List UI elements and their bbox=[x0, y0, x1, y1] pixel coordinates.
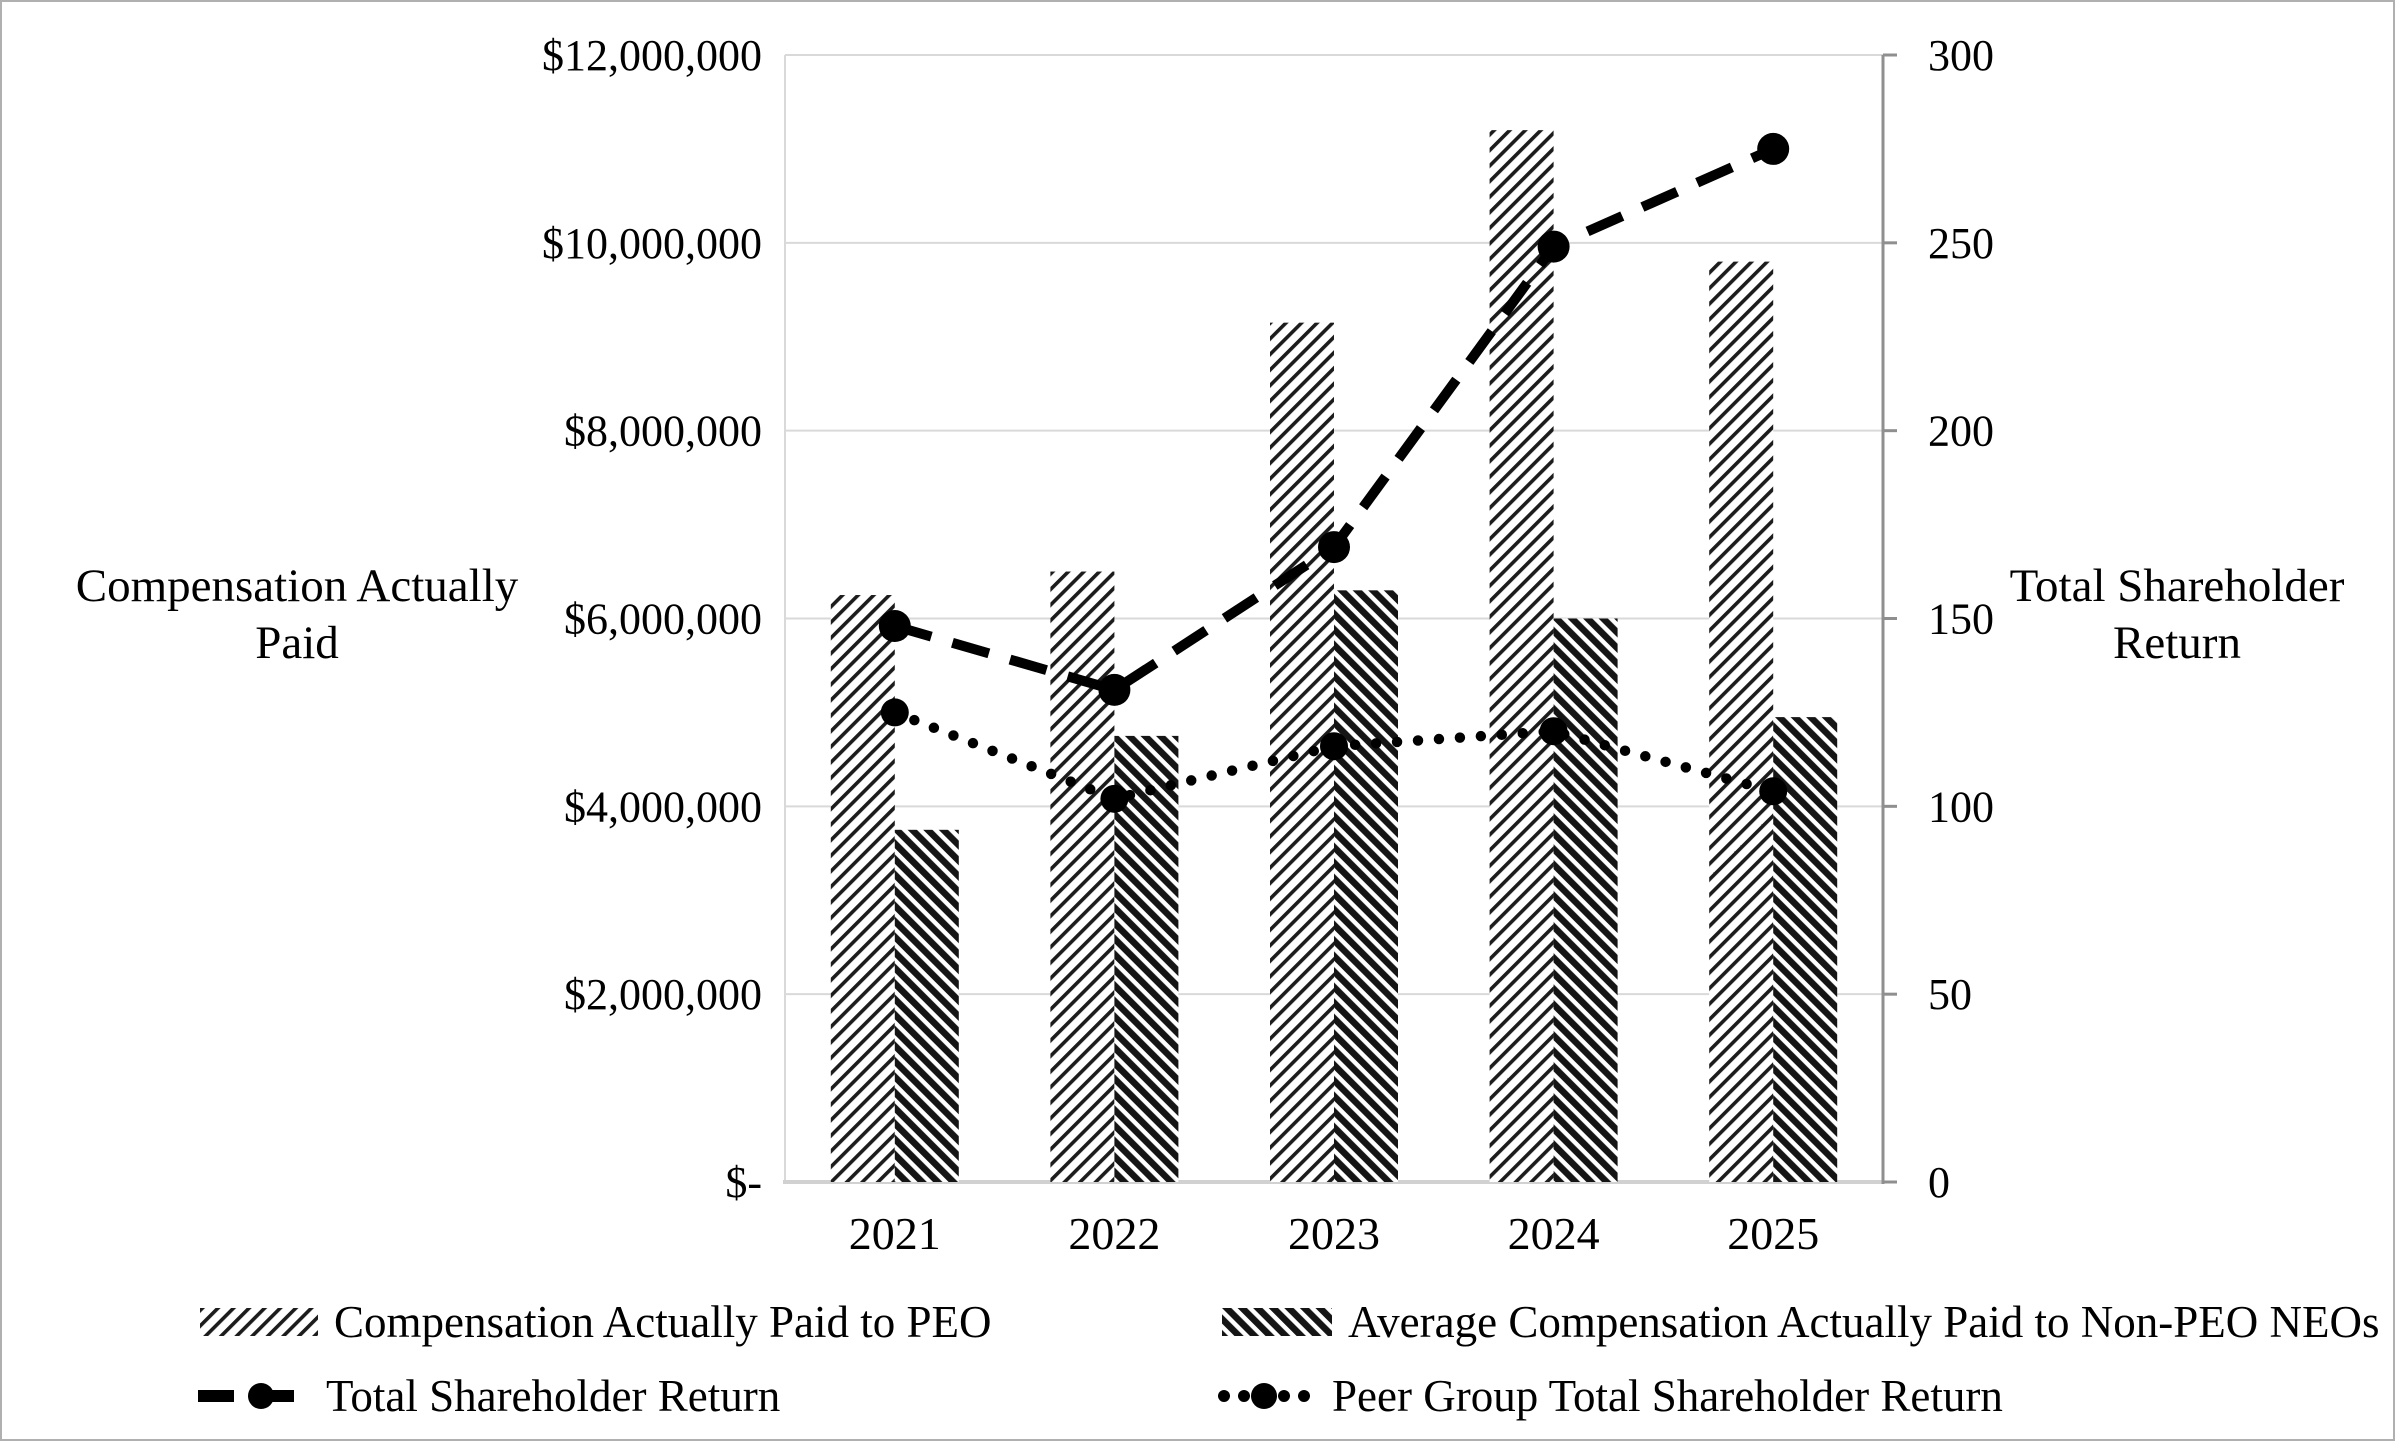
legend-label-tsr: Total Shareholder Return bbox=[326, 1371, 781, 1421]
right-axis-tick-label: 50 bbox=[1928, 970, 1972, 1019]
peo-hatch-swatch-icon bbox=[200, 1308, 318, 1336]
right-axis-tick-label: 250 bbox=[1928, 219, 1994, 268]
peer-marker-2024 bbox=[1539, 717, 1568, 746]
peer-marker-2025 bbox=[1759, 777, 1788, 806]
x-axis-label-2021: 2021 bbox=[849, 1208, 941, 1259]
tsr-marker-2022 bbox=[1098, 673, 1131, 706]
left-axis-tick-label: $2,000,000 bbox=[564, 970, 762, 1019]
dashed-line-marker-icon bbox=[198, 1383, 310, 1409]
left-axis-tick-label: $12,000,000 bbox=[542, 31, 762, 80]
left-axis-title-line1: Compensation Actually bbox=[75, 560, 519, 612]
right-axis-title-line2: Return bbox=[2113, 617, 2241, 670]
bar-peo-2022 bbox=[1050, 571, 1115, 1182]
bar-peo-2024 bbox=[1489, 130, 1554, 1183]
right-axis-tick-label: 200 bbox=[1928, 407, 1994, 456]
tsr-marker-2023 bbox=[1318, 531, 1350, 564]
left-axis-tick-label: $4,000,000 bbox=[564, 782, 762, 831]
peer-marker-2022 bbox=[1100, 784, 1129, 813]
x-axis-label-2023: 2023 bbox=[1288, 1208, 1380, 1259]
left-axis-tick-label: $10,000,000 bbox=[542, 219, 762, 268]
legend-label-nonpeo: Average Compensation Actually Paid to No… bbox=[1348, 1297, 2380, 1347]
legend-label-peer: Peer Group Total Shareholder Return bbox=[1332, 1371, 2003, 1421]
x-axis-label-2022: 2022 bbox=[1068, 1208, 1160, 1259]
legend-item-peo: Compensation Actually Paid to PEO bbox=[200, 1292, 991, 1352]
right-axis-tick-label: 0 bbox=[1928, 1158, 1950, 1207]
left-axis-title-line2: Paid bbox=[255, 617, 339, 670]
legend-item-tsr: Total Shareholder Return bbox=[198, 1366, 780, 1426]
x-axis-label-2025: 2025 bbox=[1727, 1208, 1819, 1259]
peer-marker-2023 bbox=[1320, 732, 1348, 761]
bar-nonpeo-2023 bbox=[1334, 590, 1398, 1182]
right-axis-tick-label: 300 bbox=[1928, 31, 1994, 80]
right-axis-tick-label: 100 bbox=[1928, 782, 1994, 831]
legend-item-nonpeo: Average Compensation Actually Paid to No… bbox=[1222, 1292, 2380, 1352]
legend-label-peo: Compensation Actually Paid to PEO bbox=[334, 1297, 992, 1347]
left-axis-tick-label: $- bbox=[725, 1158, 762, 1207]
peer-marker-2021 bbox=[880, 698, 909, 727]
right-axis-tick-label: 150 bbox=[1928, 595, 1994, 644]
bar-nonpeo-2024 bbox=[1553, 618, 1618, 1182]
dotted-line-marker-icon bbox=[1218, 1383, 1310, 1409]
tsr-marker-2025 bbox=[1757, 132, 1790, 165]
tsr-marker-2024 bbox=[1537, 230, 1570, 263]
tsr-marker-2021 bbox=[878, 610, 911, 643]
right-axis-title: Total Shareholder Return bbox=[2002, 558, 2352, 673]
grid-layer bbox=[783, 53, 1897, 1184]
left-axis-tick-label: $6,000,000 bbox=[564, 595, 762, 644]
bar-peo-2025 bbox=[1709, 261, 1774, 1182]
nonpeo-hatch-swatch-icon bbox=[1222, 1308, 1332, 1336]
legend-item-peer: Peer Group Total Shareholder Return bbox=[1216, 1366, 2003, 1426]
line-layer bbox=[878, 132, 1790, 813]
left-axis-tick-label: $8,000,000 bbox=[564, 407, 762, 456]
bar-nonpeo-2021 bbox=[894, 829, 959, 1182]
bar-peo-2021 bbox=[830, 595, 895, 1182]
label-layer: $- $2,000,000 $4,000,000 $6,000,000 $8,000,0… bbox=[542, 31, 1994, 1259]
left-axis-title: Compensation Actually Paid bbox=[52, 558, 542, 673]
bar-nonpeo-2022 bbox=[1114, 735, 1179, 1182]
x-axis-label-2024: 2024 bbox=[1508, 1208, 1600, 1259]
right-axis-title-line1: Total Shareholder bbox=[2009, 560, 2345, 612]
